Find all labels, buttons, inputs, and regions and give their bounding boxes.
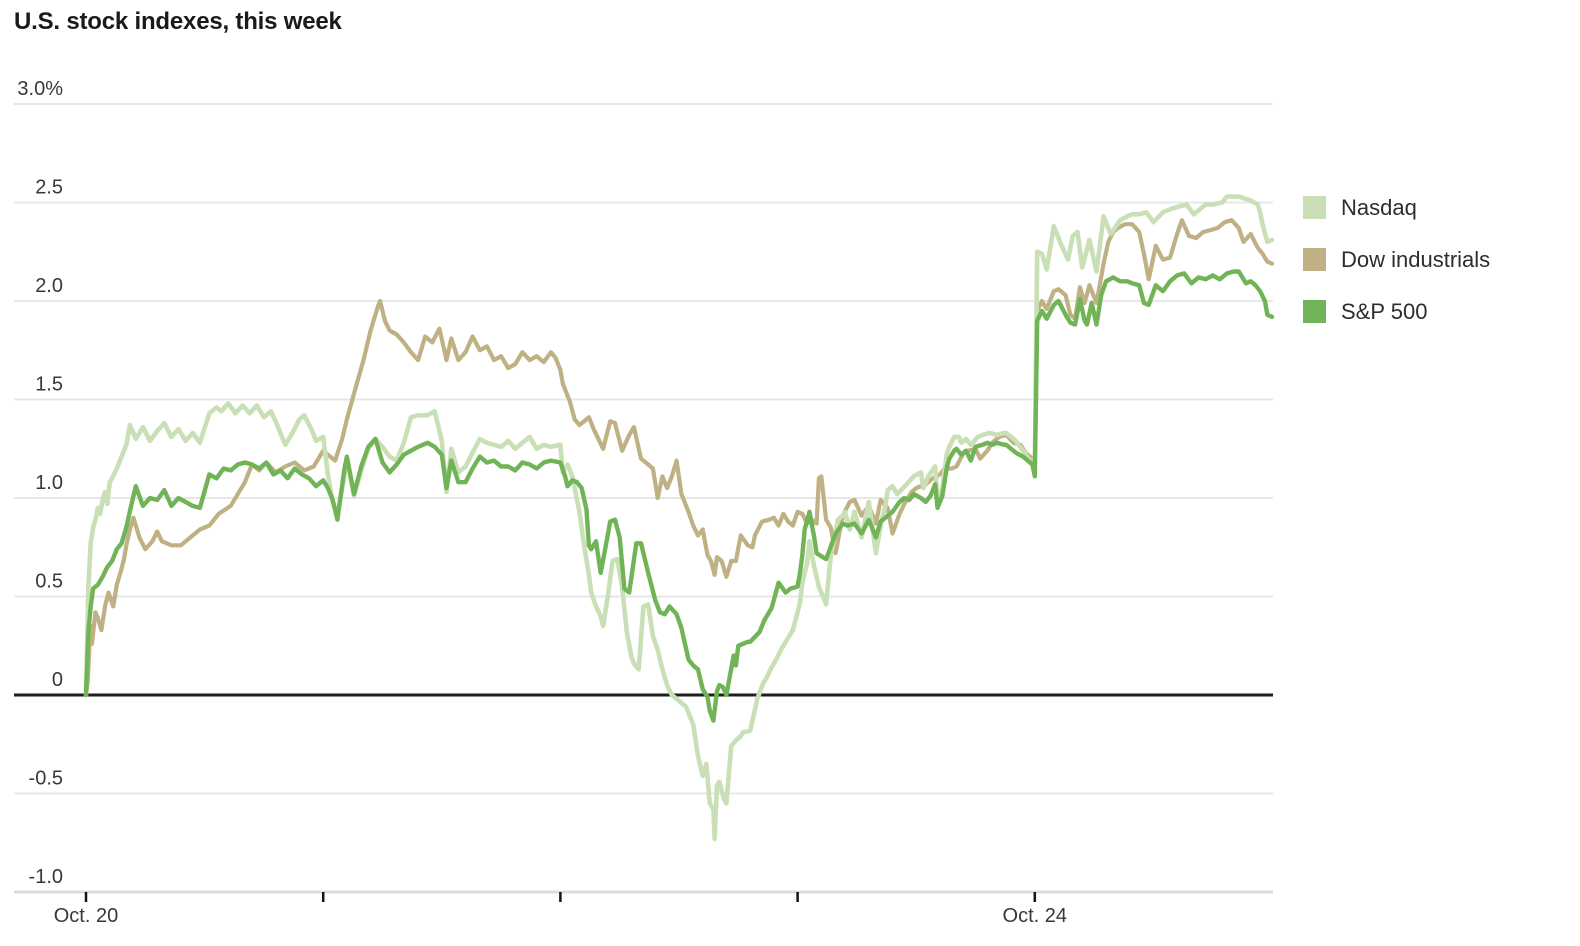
- chart-legend: Nasdaq Dow industrials S&P 500: [1303, 194, 1491, 352]
- legend-label-nasdaq: Nasdaq: [1341, 194, 1417, 220]
- dow-swatch-icon: [1303, 248, 1326, 271]
- y-tick-label: 1.5: [35, 374, 63, 396]
- series-line-s-p-500: [83, 269, 1275, 723]
- nasdaq-swatch-icon: [1303, 196, 1326, 219]
- y-tick-label: 2.0: [35, 275, 63, 297]
- legend-label-dow: Dow industrials: [1341, 246, 1491, 272]
- x-tick-label: Oct. 20: [54, 905, 118, 927]
- y-tick-label: 0.5: [35, 571, 63, 593]
- legend-item-nasdaq: Nasdaq: [1303, 194, 1490, 220]
- sp500-swatch-icon: [1303, 300, 1326, 323]
- x-tick-label: Oct. 24: [1003, 905, 1067, 927]
- legend-item-sp500: S&P 500: [1303, 298, 1490, 324]
- y-tick-label: -1.0: [29, 866, 63, 888]
- y-tick-label: 3.0%: [17, 78, 63, 100]
- legend-label-sp500: S&P 500: [1341, 298, 1428, 324]
- y-tick-label: 0: [52, 669, 63, 691]
- y-tick-label: 1.0: [35, 472, 63, 494]
- legend-item-dow: Dow industrials: [1303, 246, 1491, 272]
- y-tick-label: -0.5: [29, 768, 63, 790]
- y-tick-label: 2.5: [35, 177, 63, 199]
- chart-title: U.S. stock indexes, this week: [14, 8, 342, 35]
